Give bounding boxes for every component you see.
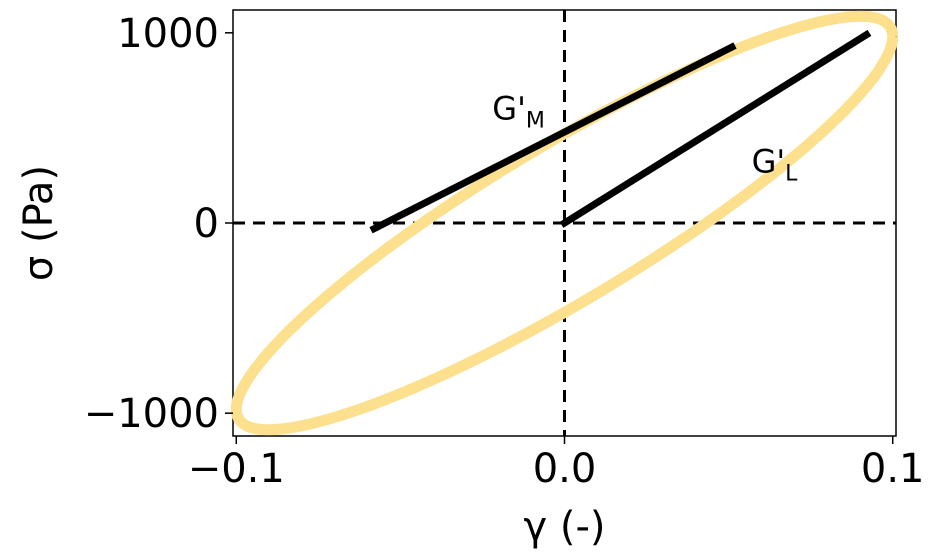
y-tick-label: −1000 [84, 391, 219, 437]
gl-annotation-main: G' [752, 143, 786, 181]
x-tick-label: 0.0 [533, 446, 597, 492]
gm-annotation-sub: M [526, 108, 545, 133]
gl-annotation-sub: L [785, 162, 798, 187]
y-axis-label: σ (Pa) [16, 165, 62, 281]
tick-labels: −0.1 0.0 0.1 −1000 0 1000 [84, 11, 925, 492]
x-tick-label: 0.1 [861, 446, 925, 492]
gm-annotation: G'M [492, 89, 545, 133]
gl-annotation: G'L [752, 143, 799, 187]
x-tick-label: −0.1 [188, 446, 285, 492]
gm-annotation-main: G' [492, 89, 526, 127]
gm-tangent-line [369, 42, 737, 234]
chart-marks [230, 10, 899, 436]
y-tick-label: 1000 [117, 11, 219, 57]
gl-secant-line [559, 29, 872, 228]
annotations: G'M G'L [492, 89, 798, 186]
y-tick-label: 0 [194, 201, 219, 247]
x-axis-label: γ (-) [523, 504, 605, 550]
